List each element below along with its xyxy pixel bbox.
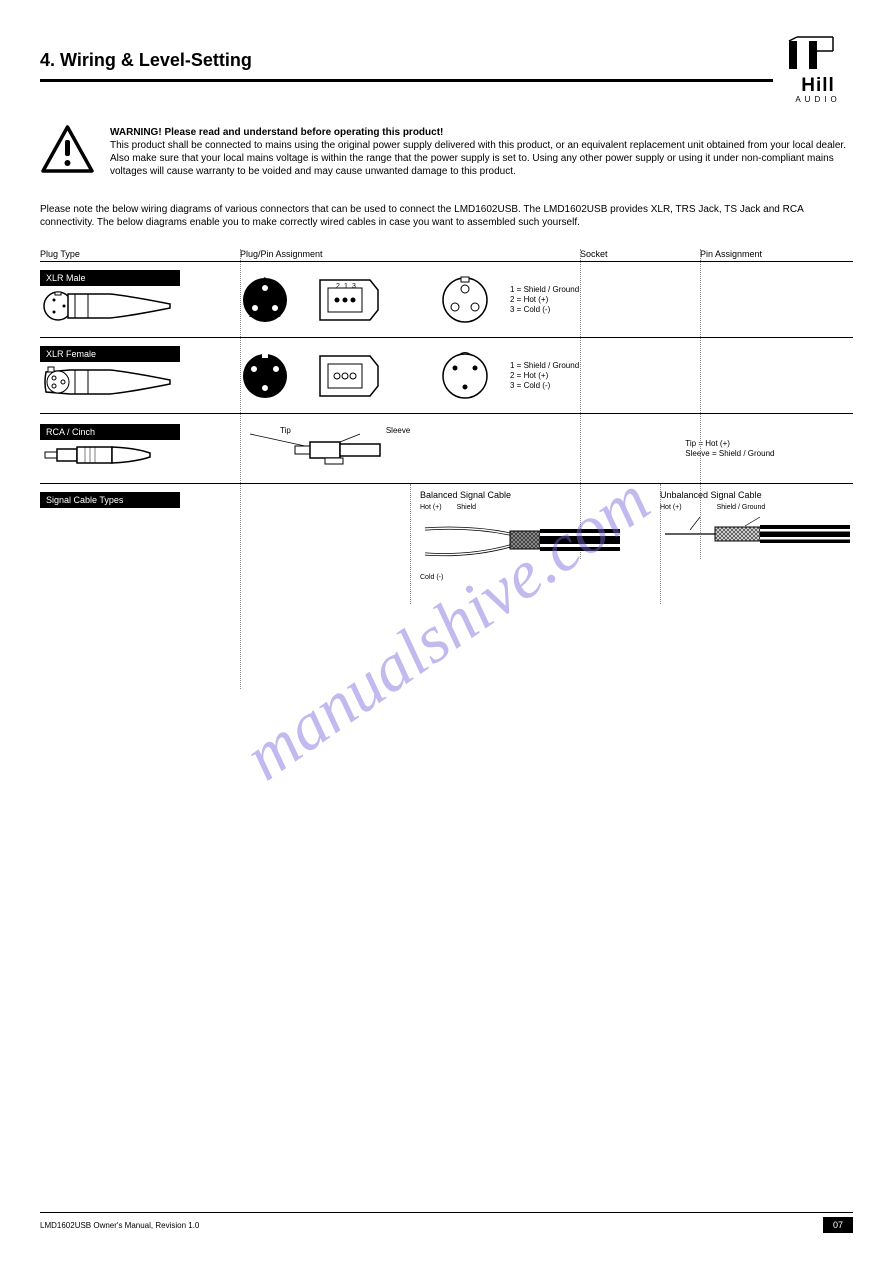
- svg-text:3: 3: [352, 283, 356, 290]
- warning-icon: [40, 124, 95, 174]
- svg-text:1: 1: [344, 283, 348, 290]
- xlr-female-pin-labels: 1 = Shield / Ground 2 = Hot (+) 3 = Cold…: [510, 361, 579, 390]
- rca-tip-assign: Tip = Hot (+): [685, 439, 774, 448]
- xlr-male-side-icon: 2 1 3: [310, 275, 380, 325]
- row-rca: RCA / Cinch: [40, 414, 853, 484]
- header-row: 4. Wiring & Level-Setting Hill AUDIO: [40, 30, 853, 104]
- xlr-female-front-icon: [240, 351, 290, 401]
- xlr-female-pin3: 3 = Cold (-): [510, 381, 579, 390]
- label-cable-types: Signal Cable Types: [40, 492, 180, 508]
- col-header-plug-pin: Plug/Pin Assignment: [240, 249, 580, 259]
- col-header-pin-assign: Pin Assignment: [700, 249, 853, 259]
- xlr-male-pin3: 3 = Cold (-): [510, 305, 579, 314]
- xlr-female-socket-icon: [440, 351, 490, 401]
- balanced-cable-title: Balanced Signal Cable: [420, 490, 630, 500]
- connector-diagram-area: Plug Type Plug/Pin Assignment Socket Pin…: [40, 249, 853, 590]
- warning-heading: WARNING! Please read and understand befo…: [110, 127, 443, 138]
- warning-body: This product shall be connected to mains…: [110, 140, 846, 177]
- divider-dotted-cable-1: [410, 484, 411, 604]
- xlr-male-pin-labels: 1 = Shield / Ground 2 = Hot (+) 3 = Cold…: [510, 285, 579, 314]
- label-rca: RCA / Cinch: [40, 424, 180, 440]
- xlr-male-pin2: 2 = Hot (+): [510, 295, 579, 304]
- svg-text:3: 3: [277, 312, 281, 319]
- footer-rule: [40, 1212, 853, 1213]
- balanced-cable-block: Balanced Signal Cable Hot (+) Shield: [420, 490, 630, 584]
- svg-text:2: 2: [249, 312, 253, 319]
- brand-logo: Hill AUDIO: [783, 35, 853, 104]
- svg-text:2: 2: [336, 283, 340, 290]
- col-header-plug-type: Plug Type: [40, 249, 240, 259]
- xlr-female-side-icon: [310, 351, 380, 401]
- unbalanced-hot-label: Hot (+): [660, 504, 682, 511]
- balanced-cable-icon: [420, 514, 620, 569]
- column-headers: Plug Type Plug/Pin Assignment Socket Pin…: [40, 249, 853, 262]
- label-xlr-female: XLR Female: [40, 346, 180, 362]
- footer-text: LMD1602USB Owner's Manual, Revision 1.0: [40, 1221, 199, 1230]
- logo-subtext: AUDIO: [783, 95, 853, 104]
- rca-tip-marker: Tip: [280, 426, 291, 435]
- unbalanced-cable-icon: [660, 514, 850, 554]
- balanced-cold-label: Cold (-): [420, 574, 443, 581]
- rca-plug-icon: [40, 440, 160, 470]
- section-title: 4. Wiring & Level-Setting: [40, 50, 773, 71]
- page-container: 4. Wiring & Level-Setting Hill AUDIO WAR…: [0, 0, 893, 620]
- warning-text: WARNING! Please read and understand befo…: [110, 124, 853, 178]
- logo-text: Hill: [783, 75, 853, 97]
- header-rule: [40, 79, 773, 82]
- header-left: 4. Wiring & Level-Setting: [40, 30, 773, 82]
- xlr-male-front-icon: 1 2 3: [240, 275, 290, 325]
- xlr-female-pin2: 2 = Hot (+): [510, 371, 579, 380]
- warning-block: WARNING! Please read and understand befo…: [40, 124, 853, 178]
- xlr-male-pin1: 1 = Shield / Ground: [510, 285, 579, 294]
- page-footer: LMD1602USB Owner's Manual, Revision 1.0 …: [40, 1212, 853, 1233]
- balanced-hot-label: Hot (+): [420, 504, 442, 511]
- unbalanced-shield-label: Shield / Ground: [717, 504, 766, 511]
- rca-sleeve-assign: Sleeve = Shield / Ground: [685, 449, 774, 458]
- xlr-male-plug-icon: [40, 286, 190, 326]
- xlr-female-plug-icon: [40, 362, 190, 402]
- unbalanced-cable-block: Unbalanced Signal Cable Hot (+) Shield /…: [660, 490, 850, 584]
- xlr-male-socket-icon: [440, 275, 490, 325]
- intro-note: Please note the below wiring diagrams of…: [40, 203, 853, 229]
- balanced-shield-label: Shield: [457, 504, 476, 511]
- rca-sleeve-marker: Sleeve: [386, 426, 410, 435]
- xlr-female-pin1: 1 = Shield / Ground: [510, 361, 579, 370]
- svg-text:1: 1: [263, 277, 267, 284]
- col-header-socket: Socket: [580, 249, 700, 259]
- unbalanced-cable-title: Unbalanced Signal Cable: [660, 490, 850, 500]
- row-xlr-male: XLR Male 1: [40, 262, 853, 338]
- page-number: 07: [823, 1217, 853, 1233]
- rca-pin-labels: Tip = Hot (+) Sleeve = Shield / Ground: [685, 439, 774, 458]
- row-xlr-female: XLR Female: [40, 338, 853, 414]
- label-xlr-male: XLR Male: [40, 270, 180, 286]
- row-cable-types: Signal Cable Types Balanced Signal Cable…: [40, 484, 853, 590]
- divider-dotted-1: [240, 249, 241, 689]
- hill-logo-icon: [783, 35, 843, 73]
